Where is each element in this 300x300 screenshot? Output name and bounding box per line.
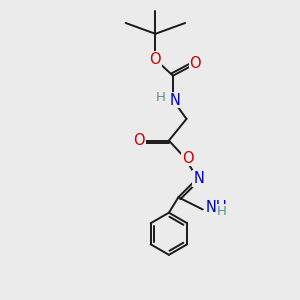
Text: H: H bbox=[156, 92, 166, 104]
Text: O: O bbox=[134, 133, 145, 148]
Text: O: O bbox=[150, 52, 161, 67]
Text: H: H bbox=[217, 205, 227, 218]
Text: NH: NH bbox=[206, 200, 228, 215]
Text: O: O bbox=[190, 56, 201, 71]
Text: N: N bbox=[170, 92, 181, 107]
Text: N: N bbox=[193, 171, 204, 186]
Text: O: O bbox=[182, 151, 194, 166]
